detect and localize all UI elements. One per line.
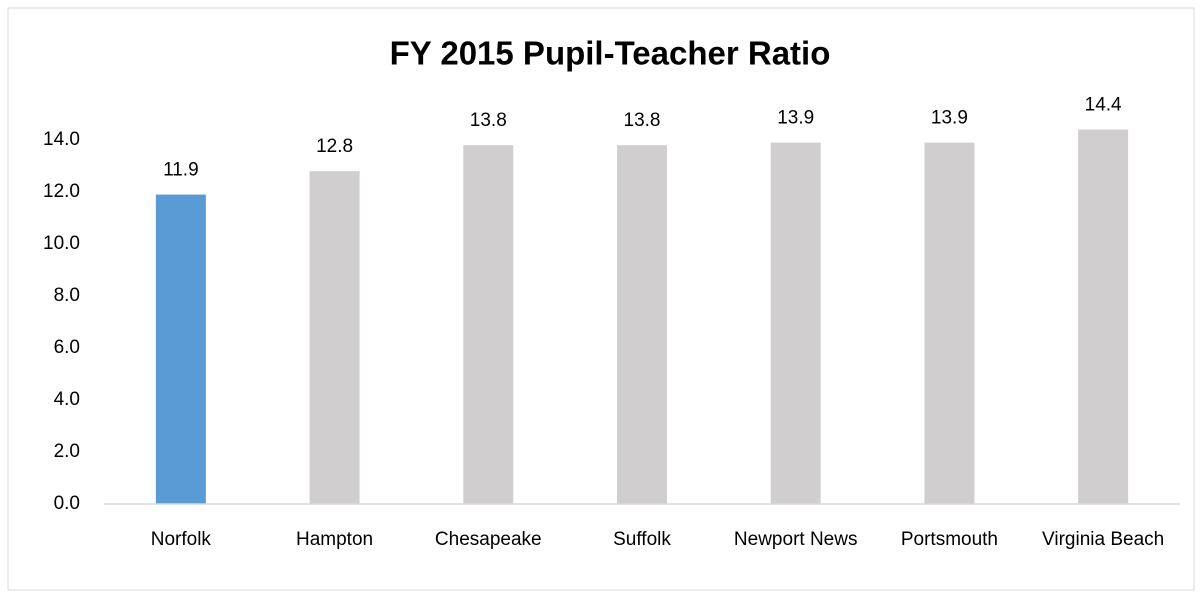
value-label: 13.8 [470,110,507,131]
chart-title: FY 2015 Pupil-Teacher Ratio [390,35,831,72]
bar [617,145,667,504]
y-tick-label: 14.0 [43,129,80,150]
bar [463,145,514,504]
bar [309,171,360,504]
y-tick-label: 6.0 [54,337,80,358]
x-tick-label: Norfolk [150,529,211,550]
value-label: 11.9 [163,160,199,181]
bar [924,142,975,504]
bar [770,142,821,504]
x-tick-label: Portsmouth [900,529,998,550]
value-label: 14.4 [1085,95,1122,116]
x-tick-label: Virginia Beach [1042,529,1165,550]
bar [155,194,206,504]
x-tick-label: Suffolk [613,529,671,550]
y-tick-label: 8.0 [54,285,80,306]
value-label: 13.9 [777,108,814,129]
value-label: 12.8 [316,136,353,157]
x-tick-label: Newport News [733,529,858,550]
x-tick-label: Chesapeake [434,529,542,550]
bar [1078,129,1129,504]
y-tick-label: 4.0 [54,389,80,410]
value-label: 13.8 [624,110,661,131]
y-tick-label: 0.0 [54,493,80,514]
x-tick-label: Hampton [296,529,374,550]
y-tick-label: 12.0 [43,181,80,202]
value-label: 13.9 [931,108,968,129]
y-tick-label: 2.0 [54,441,80,462]
y-tick-label: 10.0 [43,233,80,254]
